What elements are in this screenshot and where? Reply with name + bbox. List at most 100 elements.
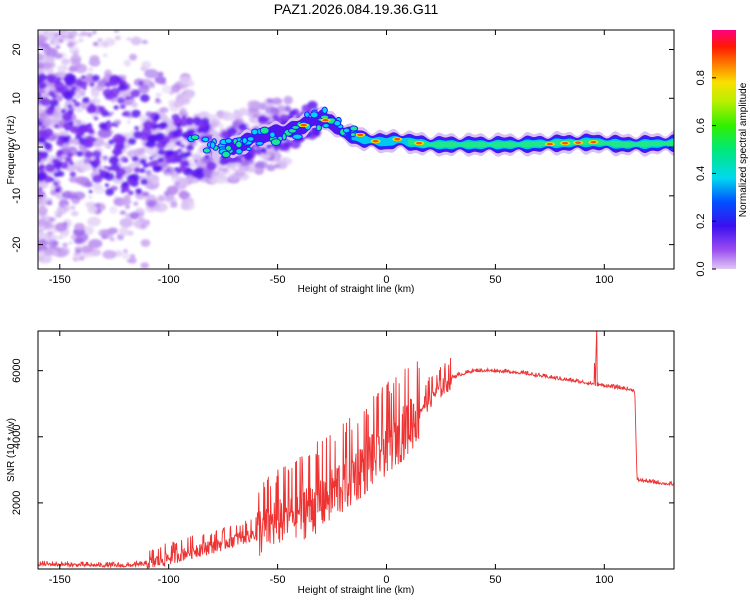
noise-blob-dark	[127, 190, 134, 196]
noise-blob	[129, 211, 140, 220]
noise-blob	[239, 118, 245, 122]
noise-blob	[283, 95, 293, 105]
noise-blob	[254, 120, 259, 124]
noise-blob-dark	[64, 156, 73, 163]
noise-blob-dark	[56, 139, 64, 146]
noise-blob-dark	[139, 168, 146, 174]
noise-blob	[38, 206, 48, 216]
noise-blob	[88, 239, 103, 249]
noise-blob	[161, 84, 172, 94]
noise-blob	[44, 47, 59, 57]
noise-blob	[109, 237, 115, 242]
noise-blob	[41, 68, 46, 72]
noise-blob	[92, 183, 103, 190]
noise-blob	[80, 163, 92, 172]
noise-blob-dark	[106, 166, 113, 172]
noise-blob-dark	[103, 165, 108, 169]
noise-blob	[109, 39, 116, 45]
ridge-patch	[202, 147, 211, 154]
y-tick-label: -20	[11, 237, 23, 253]
noise-blob	[44, 92, 50, 98]
ridge-patch	[269, 131, 276, 139]
noise-blob	[73, 227, 85, 237]
noise-blob	[44, 237, 51, 243]
noise-blob	[230, 166, 237, 172]
noise-blob-dark	[157, 149, 166, 156]
noise-blob	[170, 201, 178, 208]
noise-blob-dark	[84, 151, 94, 159]
ridge-patch	[245, 146, 252, 152]
spectrogram-frame	[37, 29, 675, 270]
noise-blob-dark	[108, 77, 120, 87]
noise-blob	[157, 71, 164, 77]
noise-blob-dark	[175, 140, 182, 147]
hot-spot-core	[357, 133, 364, 137]
x-tick-label: 0	[383, 274, 389, 286]
noise-blob-dark	[122, 110, 131, 117]
noise-blob	[140, 239, 151, 247]
noise-blob	[166, 185, 179, 196]
noise-blob	[46, 230, 54, 236]
noise-blob-dark	[72, 98, 77, 103]
noise-blob	[176, 175, 182, 180]
noise-blob	[68, 66, 78, 73]
noise-blob-dark	[108, 156, 120, 165]
noise-blob	[229, 176, 237, 183]
ridge-patch	[255, 140, 264, 146]
noise-blob-dark	[221, 130, 230, 139]
noise-blob-dark	[185, 144, 194, 151]
noise-blob-dark	[171, 113, 180, 121]
colorbar-ticks: 0.0 0.2 0.4 0.6 0.8	[695, 70, 716, 277]
hot-spot-core	[562, 141, 569, 145]
noise-blob	[70, 210, 79, 217]
noise-blob	[92, 41, 99, 47]
noise-blob-dark	[82, 87, 87, 91]
noise-blob	[73, 222, 85, 231]
noise-blob	[44, 42, 49, 48]
noise-blob-dark	[114, 152, 120, 157]
y-tick-label: 4000	[11, 425, 23, 449]
noise-blob	[201, 156, 212, 164]
noise-blob	[73, 237, 84, 245]
noise-blob	[216, 174, 226, 185]
noise-blob-dark	[43, 142, 53, 150]
colorbar-tick-label: 0.2	[695, 214, 707, 229]
ridge-band-green	[408, 139, 674, 148]
noise-blob-dark	[54, 124, 60, 129]
noise-blob-dark	[78, 131, 85, 137]
noise-blob-dark	[82, 128, 87, 133]
noise-blob	[109, 205, 118, 214]
noise-blob-dark	[119, 104, 126, 110]
noise-blob	[175, 181, 180, 186]
noise-blob	[155, 97, 160, 102]
noise-blob-dark	[178, 165, 187, 173]
noise-blob-dark	[69, 171, 77, 177]
noise-blob-dark	[274, 147, 279, 151]
noise-blob-dark	[238, 123, 248, 131]
hot-spot-core	[416, 141, 423, 145]
noise-blob	[62, 65, 68, 69]
noise-blob	[126, 119, 132, 125]
noise-blob	[155, 153, 161, 159]
noise-blob	[46, 200, 53, 206]
noise-blob	[61, 58, 71, 65]
noise-blob	[137, 147, 146, 155]
noise-blob-dark	[98, 168, 103, 172]
noise-blob	[87, 204, 98, 214]
noise-blob-dark	[153, 123, 160, 129]
noise-blob-dark	[38, 187, 43, 191]
noise-blob-dark	[105, 188, 115, 196]
noise-blob	[139, 114, 147, 122]
noise-blob-dark	[46, 74, 58, 84]
noise-blob-dark	[125, 96, 131, 101]
noise-blob	[140, 262, 150, 269]
noise-blob	[138, 84, 150, 94]
noise-blob	[38, 250, 46, 260]
noise-blob	[126, 37, 132, 41]
spectrogram-y-label: Frequency (Hz)	[6, 116, 17, 185]
noise-blob-dark	[49, 99, 59, 107]
noise-blob	[38, 232, 47, 240]
noise-blob-dark	[114, 143, 122, 150]
noise-blob	[159, 107, 169, 113]
noise-blob-dark	[149, 156, 154, 160]
